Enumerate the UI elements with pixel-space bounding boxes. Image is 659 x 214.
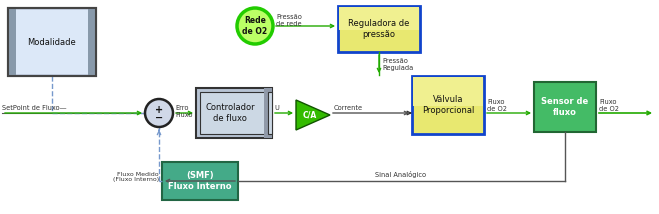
Text: Válvula
Proporcional: Válvula Proporcional bbox=[422, 95, 474, 115]
Bar bbox=[200, 92, 268, 134]
Bar bbox=[196, 88, 272, 138]
Text: Fluxo
de O2: Fluxo de O2 bbox=[599, 98, 619, 111]
Polygon shape bbox=[296, 100, 330, 130]
Bar bbox=[162, 162, 238, 200]
Text: Rede
de O2: Rede de O2 bbox=[243, 16, 268, 36]
Text: C/A: C/A bbox=[303, 110, 317, 119]
Text: Sinal Analógico: Sinal Analógico bbox=[376, 171, 426, 178]
Text: Controlador
de fluxo: Controlador de fluxo bbox=[205, 103, 255, 123]
Bar bbox=[264, 88, 272, 138]
Circle shape bbox=[145, 99, 173, 127]
Bar bbox=[8, 8, 16, 76]
Text: Sensor de
fluxo: Sensor de fluxo bbox=[542, 97, 588, 117]
Text: Corrente: Corrente bbox=[334, 105, 363, 111]
Circle shape bbox=[237, 8, 273, 44]
Bar bbox=[338, 6, 420, 52]
Bar bbox=[88, 8, 96, 76]
Text: Fluxo
de O2: Fluxo de O2 bbox=[487, 98, 507, 111]
Text: Reguladora de
pressão: Reguladora de pressão bbox=[349, 19, 410, 39]
Text: +: + bbox=[155, 105, 163, 115]
Bar bbox=[268, 92, 272, 134]
Text: −: − bbox=[155, 113, 163, 123]
Bar bbox=[339, 7, 419, 30]
Bar bbox=[8, 8, 96, 76]
Text: SetPoint de Fluxo―: SetPoint de Fluxo― bbox=[2, 105, 67, 111]
Bar bbox=[412, 76, 484, 134]
Bar bbox=[8, 8, 96, 76]
Bar bbox=[413, 77, 483, 106]
Text: Fluxo Medido
(Fluxo Interno): Fluxo Medido (Fluxo Interno) bbox=[113, 172, 159, 182]
Text: Pressão
de rede: Pressão de rede bbox=[276, 13, 302, 27]
Text: U: U bbox=[274, 105, 279, 111]
Text: Pressão
Regulada: Pressão Regulada bbox=[382, 58, 413, 70]
Text: Modalidade: Modalidade bbox=[28, 37, 76, 46]
Text: (SMF)
Fluxo Interno: (SMF) Fluxo Interno bbox=[168, 171, 232, 191]
Text: Erro
Fluxo: Erro Fluxo bbox=[175, 105, 192, 118]
Bar bbox=[534, 82, 596, 132]
Bar bbox=[16, 10, 88, 74]
